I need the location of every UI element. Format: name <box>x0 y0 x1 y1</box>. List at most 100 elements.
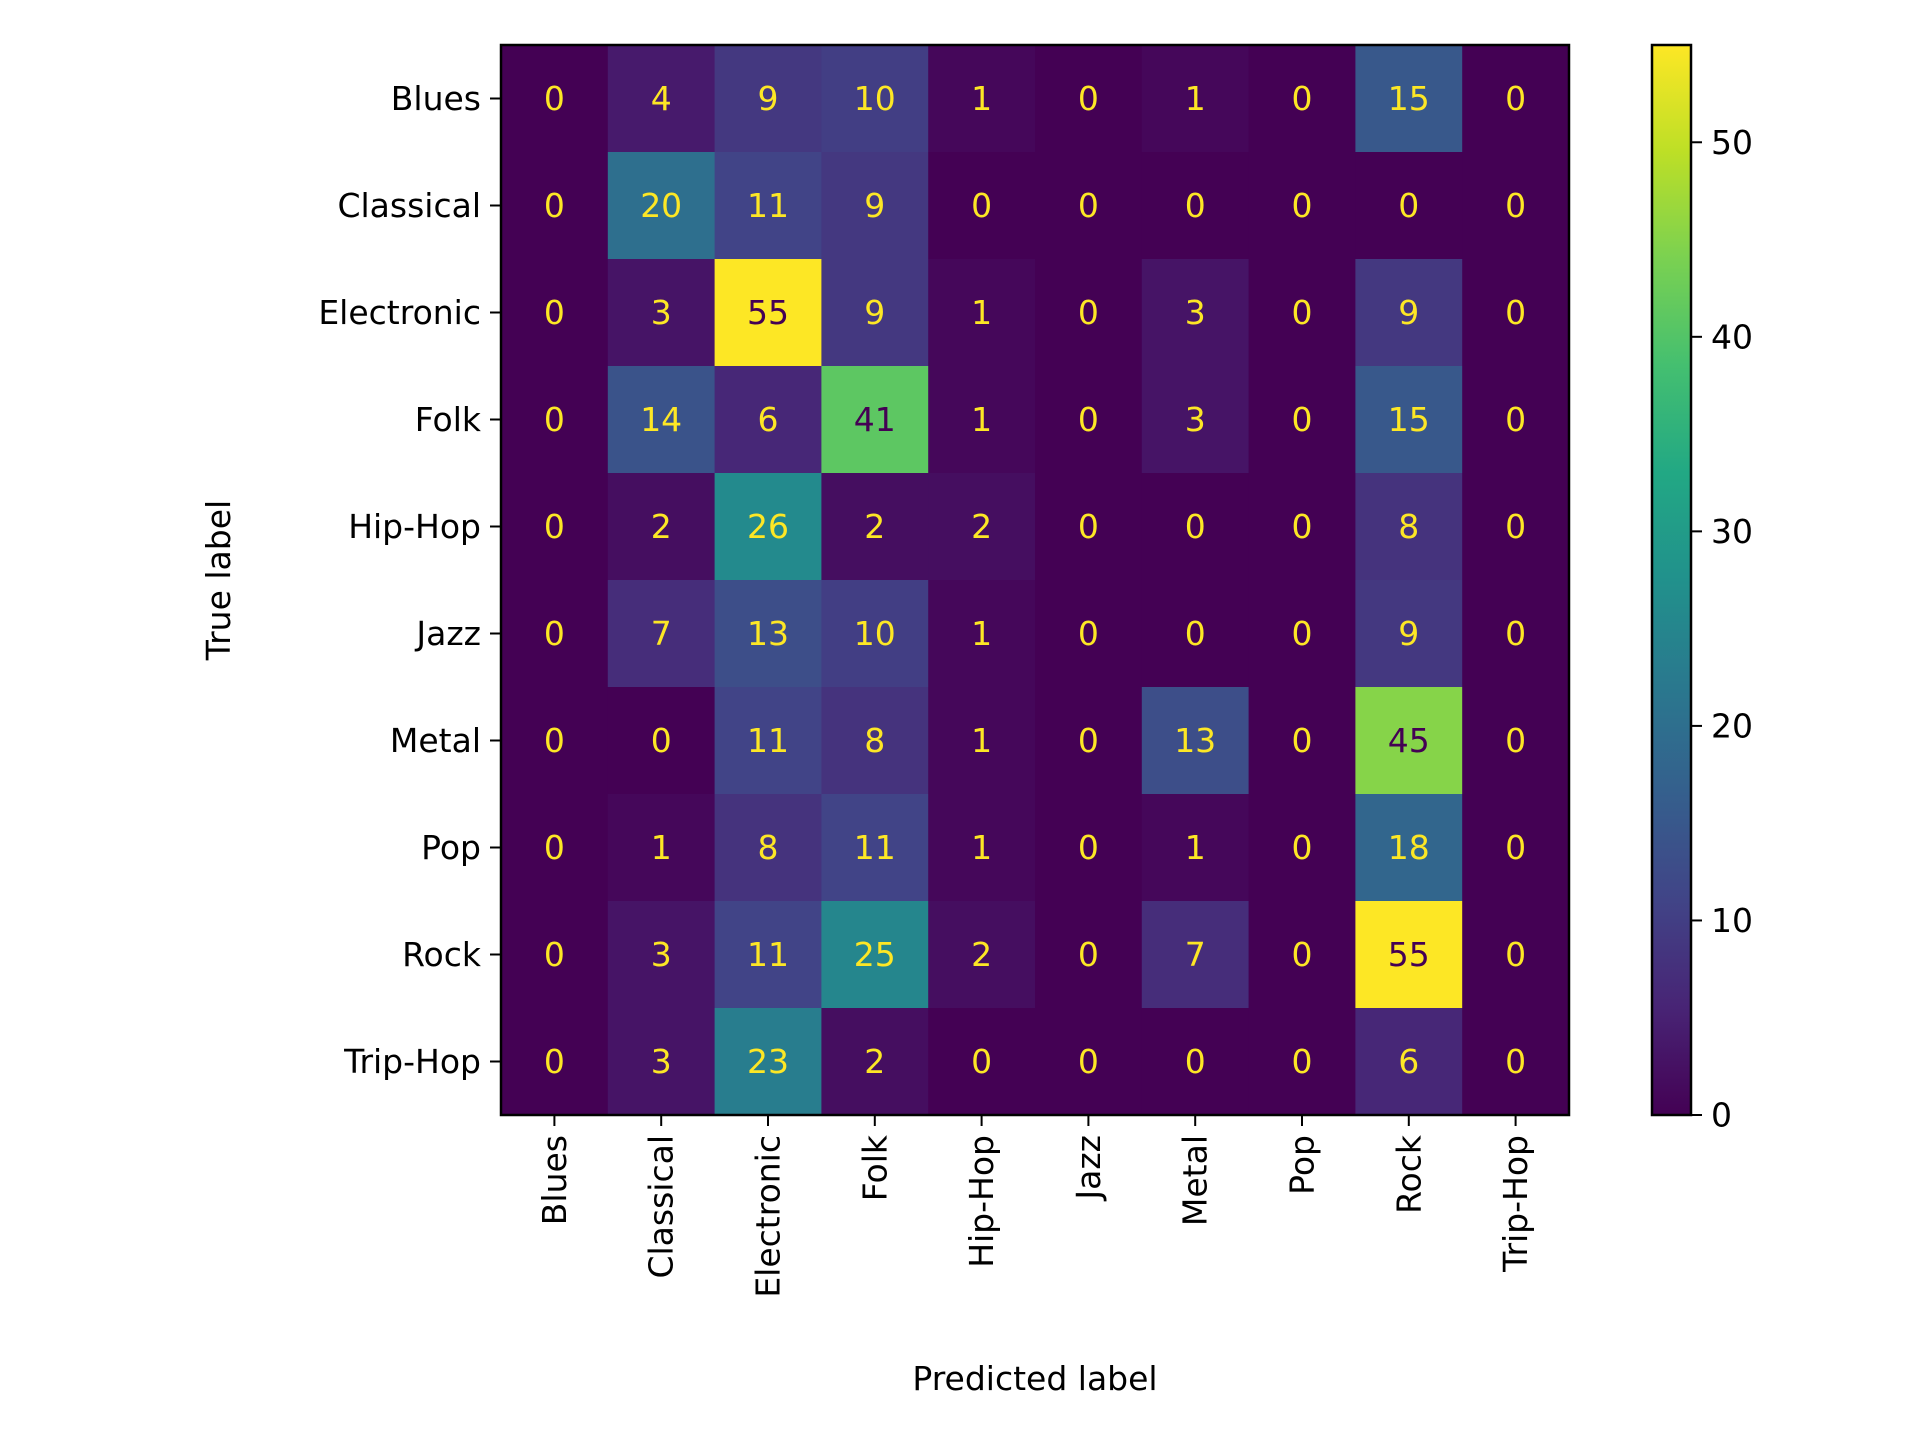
cell-value-label: 0 <box>1505 186 1526 225</box>
heatmap-cell <box>714 259 822 367</box>
cell-value-label: 4 <box>651 79 672 118</box>
heatmap-cell <box>607 687 716 795</box>
cell-value-label: 0 <box>651 721 672 760</box>
cell-value-label: 15 <box>1388 79 1430 118</box>
heatmap-cell <box>714 366 822 474</box>
cell-value-label: 1 <box>971 293 992 332</box>
cell-value-label: 0 <box>1078 79 1099 118</box>
heatmap-cell <box>1141 687 1250 795</box>
x-tick-label: Blues <box>535 1135 574 1225</box>
heatmap-cell <box>821 1008 929 1116</box>
cell-value-label: 0 <box>1185 507 1206 546</box>
y-tick-label: Rock <box>402 935 482 974</box>
colorbar-tick-label: 0 <box>1711 1096 1732 1135</box>
cell-value-label: 1 <box>971 614 992 653</box>
heatmap-cell <box>1035 1008 1143 1116</box>
cell-value-label: 0 <box>1292 400 1313 439</box>
cell-value-label: 7 <box>651 614 672 653</box>
heatmap-cell <box>1462 366 1570 474</box>
heatmap-cell <box>1035 259 1143 367</box>
heatmap-cell <box>501 473 609 581</box>
heatmap-cell <box>928 152 1036 260</box>
heatmap-cell <box>821 259 929 367</box>
heatmap-cell <box>928 580 1036 688</box>
y-axis-ticks: Blues Classical Electronic Folk Hip-Hop Jazz M… <box>318 79 501 1081</box>
cell-value-label: 0 <box>1292 1042 1313 1081</box>
heatmap-cell <box>1035 794 1143 902</box>
heatmap-cell <box>1355 259 1463 367</box>
cell-value-label: 1 <box>971 721 992 760</box>
heatmap-cell <box>821 473 929 581</box>
heatmap-cell <box>1462 687 1570 795</box>
cell-value-label: 0 <box>1292 614 1313 653</box>
cell-value-label: 0 <box>1292 828 1313 867</box>
cell-value-label: 45 <box>1388 721 1430 760</box>
heatmap-cell <box>1141 259 1250 367</box>
cell-value-label: 0 <box>1078 186 1099 225</box>
cell-value-label: 20 <box>640 186 682 225</box>
cell-value-label: 0 <box>1505 721 1526 760</box>
cell-value-label: 13 <box>1174 721 1216 760</box>
cell-value-label: 1 <box>1185 828 1206 867</box>
cell-value-label: 0 <box>544 935 565 974</box>
heatmap-cell <box>821 366 929 474</box>
heatmap-cell <box>501 152 609 260</box>
cell-value-label: 0 <box>1292 79 1313 118</box>
x-tick-label: Trip-Hop <box>1496 1135 1535 1273</box>
heatmap-cell <box>1141 1008 1250 1116</box>
heatmap-cell <box>1248 366 1356 474</box>
cell-value-label: 0 <box>544 614 565 653</box>
cell-value-label: 8 <box>758 828 779 867</box>
cell-value-label: 0 <box>1185 186 1206 225</box>
heatmap-cell <box>1355 901 1463 1009</box>
heatmap-cell <box>821 794 929 902</box>
cell-value-label: 1 <box>971 828 992 867</box>
y-tick-label: Metal <box>390 721 481 760</box>
colorbar-tick-label: 20 <box>1711 706 1753 745</box>
heatmap-cell <box>501 45 609 153</box>
cell-value-label: 1 <box>971 400 992 439</box>
x-tick-label: Hip-Hop <box>962 1135 1001 1268</box>
heatmap-cell <box>928 901 1036 1009</box>
heatmap-cell <box>1035 687 1143 795</box>
cell-value-label: 0 <box>1078 507 1099 546</box>
heatmap-cell <box>1462 794 1570 902</box>
cell-value-label: 11 <box>747 935 789 974</box>
x-tick-label: Rock <box>1389 1134 1428 1214</box>
cell-value-label: 55 <box>747 293 789 332</box>
cell-value-label: 11 <box>854 828 896 867</box>
y-tick-label: Electronic <box>318 293 481 332</box>
heatmap-cell <box>1141 794 1250 902</box>
cell-value-label: 9 <box>864 186 885 225</box>
colorbar-tick-label: 40 <box>1711 317 1753 356</box>
heatmap-cell <box>1462 473 1570 581</box>
y-tick-label: Jazz <box>414 614 481 653</box>
cell-value-label: 0 <box>971 1042 992 1081</box>
cell-value-label: 0 <box>1185 614 1206 653</box>
cell-value-label: 0 <box>1078 614 1099 653</box>
cell-value-label: 0 <box>971 186 992 225</box>
cell-value-label: 0 <box>1505 935 1526 974</box>
heatmap-cell <box>1035 366 1143 474</box>
heatmap-cell <box>1248 152 1356 260</box>
x-axis-label: Predicted label <box>912 1359 1157 1398</box>
heatmap-cell <box>1141 580 1250 688</box>
cell-value-label: 0 <box>1505 507 1526 546</box>
cell-value-label: 0 <box>544 400 565 439</box>
heatmap-cell <box>607 45 716 153</box>
heatmap-cell <box>821 687 929 795</box>
x-tick-label: Pop <box>1283 1135 1322 1195</box>
y-tick-label: Classical <box>337 186 481 225</box>
heatmap-cell <box>1355 580 1463 688</box>
heatmap-cell <box>1141 152 1250 260</box>
heatmap-cell <box>501 259 609 367</box>
heatmap-cell <box>1355 45 1463 153</box>
cell-value-label: 7 <box>1185 935 1206 974</box>
cell-value-label: 0 <box>1078 935 1099 974</box>
cell-value-label: 0 <box>544 1042 565 1081</box>
cell-value-label: 2 <box>971 935 992 974</box>
cell-value-label: 9 <box>1398 614 1419 653</box>
heatmap-cell <box>1141 901 1250 1009</box>
